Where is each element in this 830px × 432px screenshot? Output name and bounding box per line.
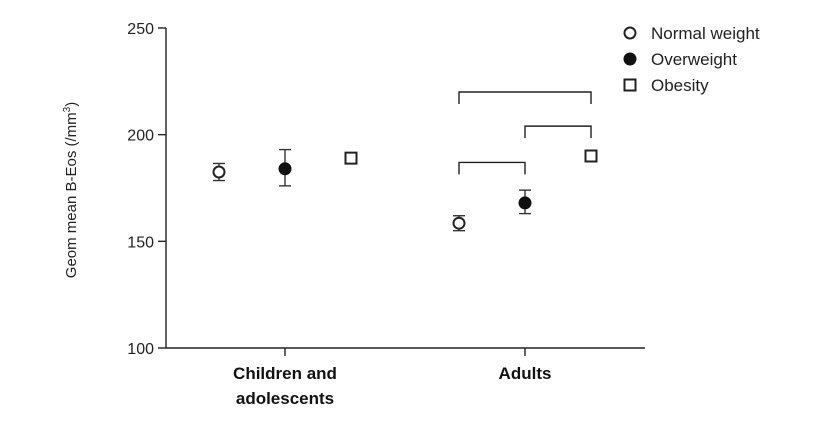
point-1-0 <box>278 148 292 187</box>
marker <box>212 165 226 179</box>
legend-marker-2 <box>623 78 637 92</box>
y-axis-label: Geom mean B-Eos (/mm3) <box>62 102 80 278</box>
point-0-0 <box>212 162 226 182</box>
point-2-0 <box>344 151 358 165</box>
category-label-0-0: Children and <box>233 364 337 383</box>
data-marks <box>212 148 598 232</box>
y-tick-label-3: 250 <box>127 21 154 38</box>
legend-label-2: Obesity <box>651 76 709 95</box>
significance-brackets <box>458 91 592 175</box>
legend-label-1: Overweight <box>651 50 737 69</box>
category-label-1-0: Adults <box>499 364 552 383</box>
significance-bracket-1 <box>524 125 592 139</box>
point-2-1 <box>584 149 598 163</box>
marker <box>452 216 466 230</box>
axes <box>165 28 645 356</box>
marker <box>518 196 532 210</box>
marker <box>584 149 598 163</box>
y-tick-label-1: 150 <box>127 234 154 251</box>
y-tick-label-0: 100 <box>127 341 154 358</box>
legend-marker-0 <box>623 26 637 40</box>
marker <box>344 151 358 165</box>
point-0-1 <box>452 215 466 232</box>
category-labels: Children and adolescents Adults <box>233 364 551 408</box>
significance-bracket-2 <box>458 161 526 175</box>
marker <box>278 162 292 176</box>
point-1-1 <box>518 189 532 215</box>
legend-label-0: Normal weight <box>651 24 760 43</box>
y-tick-label-2: 200 <box>127 128 154 145</box>
legend-marker-1 <box>623 52 637 66</box>
category-label-0-1: adolescents <box>236 389 334 408</box>
y-axis-ticks: 100 150 200 250 <box>127 21 166 358</box>
legend: Normal weight Overweight Obesity <box>623 24 760 95</box>
significance-bracket-0 <box>458 91 592 104</box>
